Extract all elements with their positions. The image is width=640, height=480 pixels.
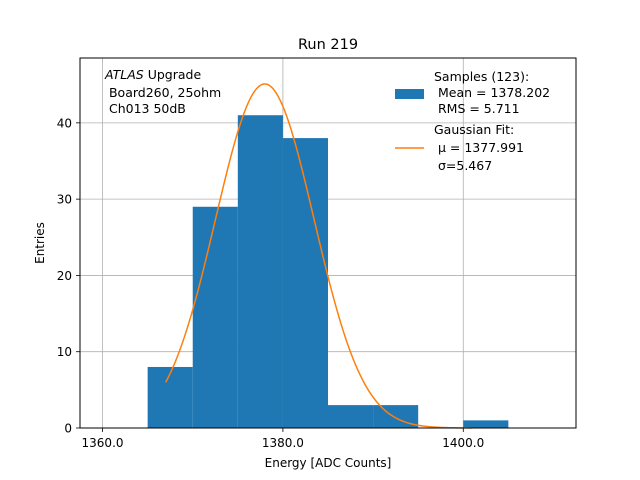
legend-hist-rms: RMS = 5.711 [434,101,520,116]
x-tick-label: 1400.0 [442,436,484,450]
legend-hist-label: Samples (123): [434,69,529,84]
legend-hist-mean: Mean = 1378.202 [434,85,550,100]
annotation-upgrade: Upgrade [144,67,202,82]
y-tick-label: 30 [57,193,72,207]
chart-title: Run 219 [298,37,358,53]
histogram-bar [463,420,509,428]
y-axis-ticks: 0 10 20 30 40 [57,116,80,436]
x-axis-label: Energy [ADC Counts] [265,456,392,470]
annotation-line-2: Board260, 25ohm [105,85,221,100]
x-tick-label: 1360.0 [82,436,124,450]
legend-histogram-swatch [395,89,424,99]
annotation-line-3: Ch013 50dB [105,101,186,116]
x-axis-ticks: 1360.0 1380.0 1400.0 [82,428,484,450]
histogram-bars [147,115,509,428]
annotation-atlas: ATLAS [104,67,144,82]
fit-line [165,83,473,429]
atlas-annotation: ATLAS Upgrade Board260, 25ohm Ch013 50dB [104,67,221,116]
gaussian-fit-curve [165,83,473,429]
histogram-bar [282,138,328,428]
legend-fit-sigma: σ=5.467 [434,158,492,173]
y-tick-label: 0 [64,422,72,436]
y-axis-label: Entries [33,222,47,264]
y-tick-label: 10 [57,345,72,359]
annotation-line-1: ATLAS Upgrade [104,67,201,82]
histogram-bar [328,405,374,428]
plot-frame [79,57,577,429]
legend-fit-label: Gaussian Fit: [434,122,514,137]
histogram-bar [147,366,193,428]
y-tick-label: 40 [57,116,72,130]
legend-fit-mu: μ = 1377.991 [434,140,524,155]
histogram-bar [192,206,238,428]
legend: Samples (123): Mean = 1378.202 RMS = 5.7… [395,69,550,173]
y-tick-label: 20 [57,269,72,283]
x-tick-label: 1380.0 [262,436,304,450]
histogram-bar [237,115,283,428]
